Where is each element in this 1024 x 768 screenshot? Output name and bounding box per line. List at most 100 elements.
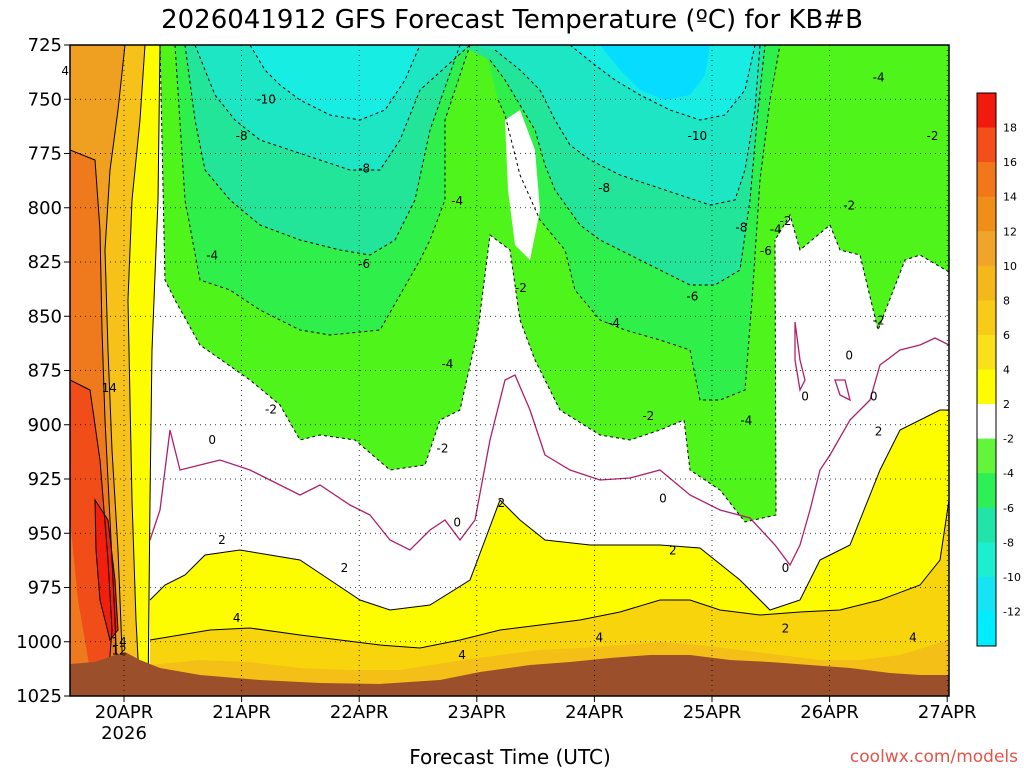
temperature-fill	[70, 45, 949, 696]
fill-plus4	[150, 500, 949, 696]
colorbar-label: -10	[1003, 571, 1021, 584]
y-tick-label: 875	[28, 361, 62, 382]
y-tick-label: 925	[28, 469, 62, 490]
colorbar-frame	[976, 92, 997, 647]
colorbar-label: 6	[1003, 329, 1010, 342]
terrain	[70, 652, 949, 696]
x-tick-label: 20APR	[95, 702, 154, 723]
contour-label: 4	[909, 630, 917, 644]
colorbar: 18 16 14 12 10 8 6 4 2 -2 -4 -6 -8 -10 -12	[976, 92, 1021, 647]
fill-minus12	[600, 45, 710, 100]
colorbar-label: 4	[1003, 364, 1010, 377]
contour-label: -2	[927, 129, 939, 143]
contour-label: 2	[341, 561, 349, 575]
contour-label: 2	[218, 533, 226, 547]
y-tick-label: 800	[28, 198, 62, 219]
contour-label: 2	[875, 424, 883, 438]
x-tick-label: 21APR	[212, 702, 271, 723]
colorbar-swatch	[977, 473, 996, 509]
contour-label: 2	[782, 622, 790, 636]
colorbar-swatch	[977, 369, 996, 405]
colorbar-swatch	[977, 507, 996, 543]
contour-label: 2	[669, 544, 677, 558]
grid-lines	[70, 45, 949, 696]
contour-label: -4	[441, 357, 453, 371]
colorbar-swatch	[977, 162, 996, 198]
contour-label: 4	[233, 611, 241, 625]
contour-label: 0	[782, 561, 790, 575]
contour-label: -4	[451, 194, 463, 208]
y-tick-label: 900	[28, 415, 62, 436]
contour-label: -8	[598, 181, 610, 195]
contour-label: 4	[458, 648, 466, 662]
x-axis-label: Forecast Time (UTC)	[409, 745, 611, 768]
x-tick-label: 27APR	[918, 702, 977, 723]
y-tick-label: 1000	[16, 632, 62, 653]
colorbar-label: -2	[1003, 433, 1014, 446]
contour-label: -4	[873, 71, 885, 85]
contour-label: -2	[780, 214, 792, 228]
contour-label: -2	[843, 199, 855, 213]
contour-label: -6	[686, 290, 698, 304]
contour-label: 14	[102, 381, 117, 395]
colorbar-swatch	[977, 404, 996, 440]
colorbar-label: 10	[1003, 260, 1017, 273]
y-tick-label: 1025	[16, 686, 62, 707]
contour-label: -6	[760, 244, 772, 258]
contour-label: -2	[873, 314, 885, 328]
chart-title: 2026041912 GFS Forecast Temperature (ºC)…	[161, 5, 863, 35]
contour-label: 0	[453, 515, 461, 529]
contour-label: 4	[61, 64, 69, 78]
colorbar-swatch	[977, 611, 996, 647]
colorbar-label: 8	[1003, 294, 1010, 307]
y-tick-label: 975	[28, 578, 62, 599]
colorbar-swatch	[977, 265, 996, 301]
colorbar-swatch	[977, 542, 996, 578]
contour-label: 0	[845, 348, 853, 362]
x-tick-sublabel: 2026	[101, 723, 147, 744]
contour-label: -2	[437, 442, 449, 456]
contour-label: -4	[770, 222, 782, 236]
colorbar-swatch	[977, 438, 996, 474]
contour-label: -2	[515, 281, 527, 295]
contour-label: -4	[608, 316, 620, 330]
colorbar-label: 12	[1003, 225, 1017, 238]
contour-label: -8	[735, 220, 747, 234]
colorbar-label: 18	[1003, 122, 1017, 135]
contour-label: 0	[801, 390, 809, 404]
x-tick-label: 26APR	[800, 702, 859, 723]
contour-label: -4	[206, 248, 218, 262]
colorbar-label: 2	[1003, 398, 1010, 411]
x-tick-label: 23APR	[448, 702, 507, 723]
colorbar-label: -8	[1003, 536, 1014, 549]
contour-label: -10	[687, 129, 707, 143]
contour-label: 0	[659, 492, 667, 506]
y-tick-label: 725	[28, 35, 62, 56]
colorbar-swatch	[977, 127, 996, 163]
colorbar-swatch	[977, 93, 996, 129]
contour-label: -2	[265, 403, 277, 417]
colorbar-label: 14	[1003, 191, 1017, 204]
contour-label: -10	[256, 92, 276, 106]
colorbar-label: -12	[1003, 605, 1021, 618]
y-tick-label: 825	[28, 252, 62, 273]
contour-label: -4	[740, 413, 752, 427]
colorbar-label: -6	[1003, 502, 1014, 515]
colorbar-swatch	[977, 576, 996, 612]
colorbar-swatch	[977, 300, 996, 336]
contour-label: 4	[595, 630, 603, 644]
contour-label: -8	[236, 129, 248, 143]
contour-label: 12	[111, 643, 126, 657]
y-tick-label: 775	[28, 144, 62, 165]
y-tick-label: 850	[28, 306, 62, 327]
contour-label: 0	[208, 433, 216, 447]
colorbar-swatch	[977, 231, 996, 267]
y-axis: 725 750 775 800 825 850 875 900 925 950 975 1000 102…	[16, 35, 70, 707]
colorbar-swatch	[977, 334, 996, 370]
colorbar-label: 16	[1003, 156, 1017, 169]
x-tick-label: 24APR	[565, 702, 624, 723]
colorbar-label: -4	[1003, 467, 1014, 480]
contour-labels: 4-10-8-8-4-6-4-2-2-4-2002224141412-8-10-…	[61, 64, 939, 662]
